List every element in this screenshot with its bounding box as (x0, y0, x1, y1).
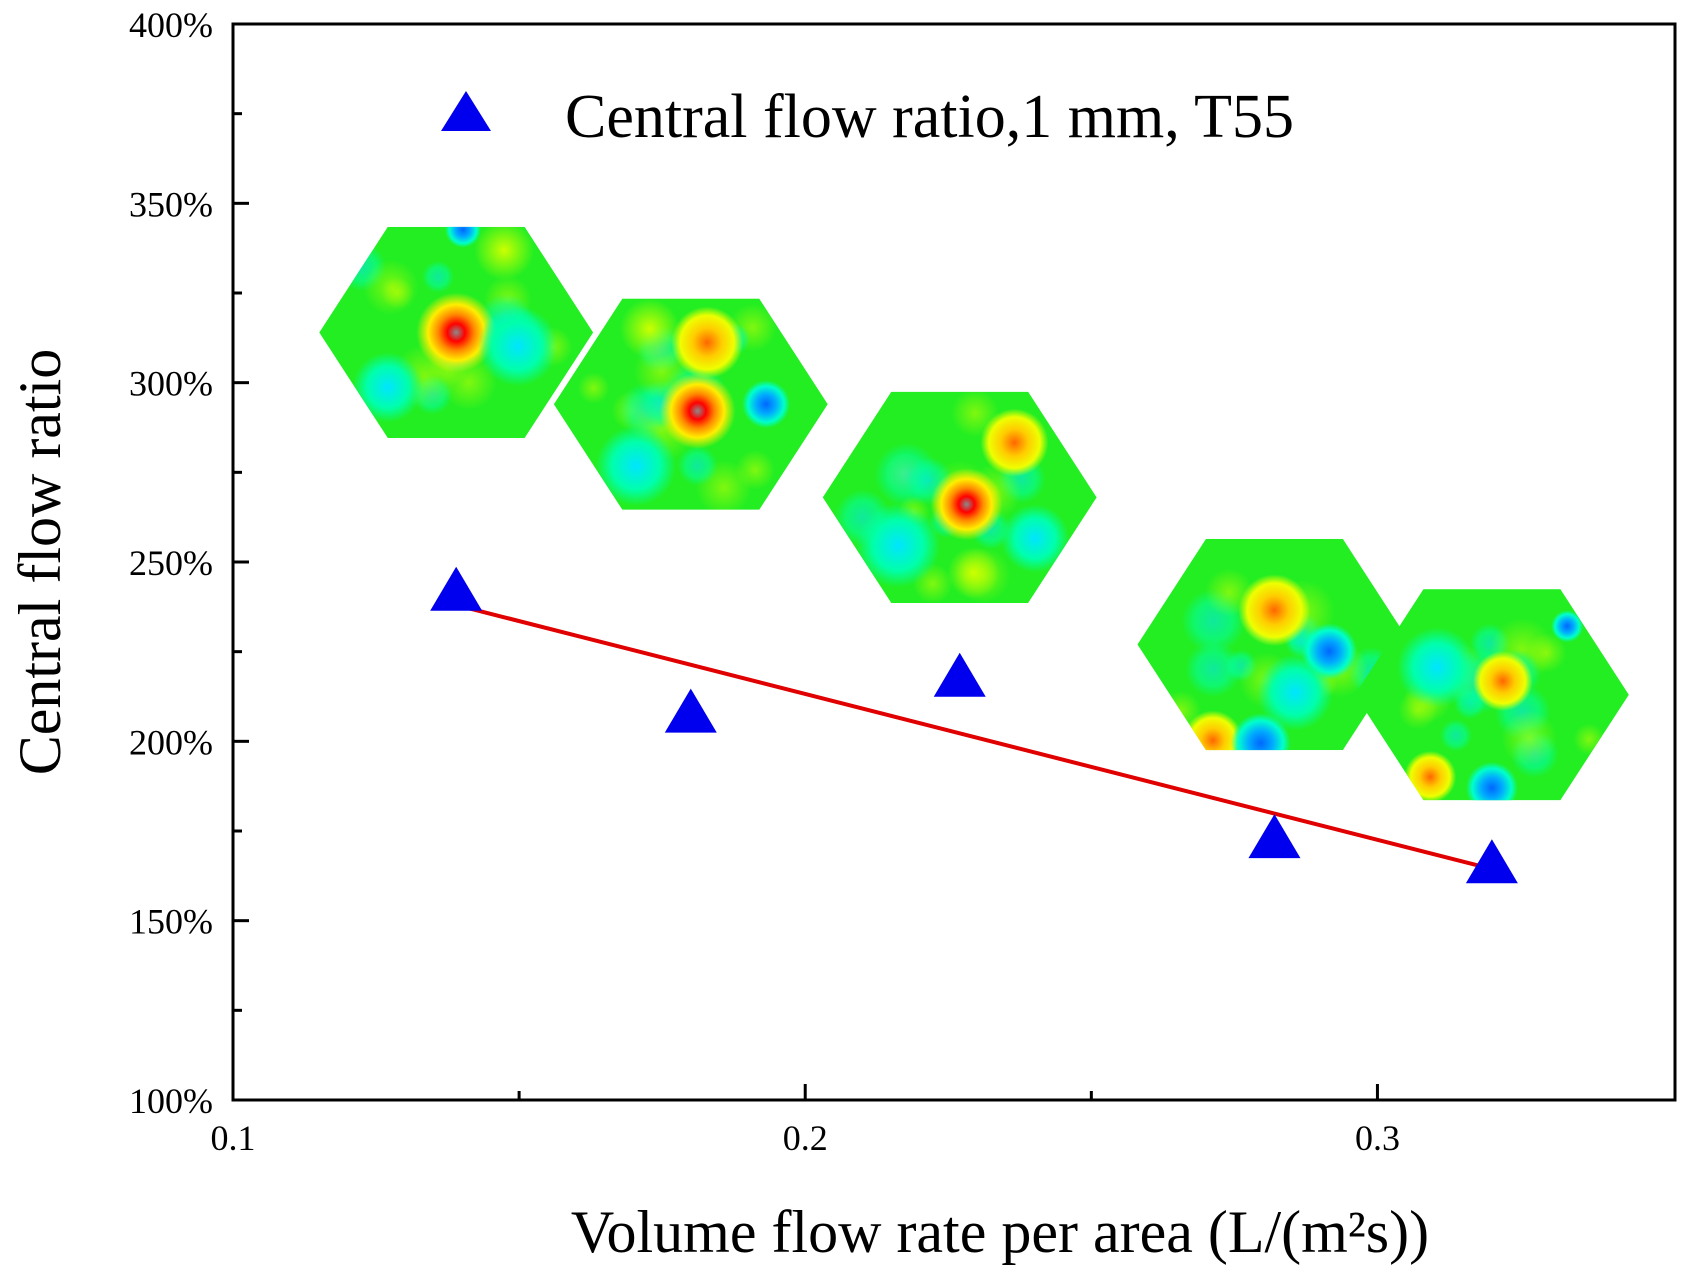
y-tick-label: 300% (129, 364, 213, 404)
contour-spot (1238, 574, 1311, 647)
data-point-triangle (933, 652, 986, 697)
contour-insets (319, 226, 1629, 801)
x-tick-label: 0.1 (211, 1118, 256, 1158)
contour-blob (677, 445, 718, 486)
x-tick-label: 0.2 (783, 1118, 828, 1158)
contour-spot (1472, 651, 1533, 711)
contour-spot (856, 503, 941, 588)
contour-spot (659, 373, 736, 449)
contour-spot (474, 226, 535, 281)
contour-inset-5 (1354, 589, 1629, 801)
contour-blob (1501, 710, 1558, 767)
legend: Central flow ratio,1 mm, T55 (441, 83, 1294, 151)
contour-spot (596, 425, 676, 506)
contour-blob (1440, 719, 1472, 752)
x-axis-title: Volume flow rate per area (L/(m²s)) (571, 1199, 1429, 1265)
contour-blob (735, 450, 776, 490)
data-points (430, 566, 1518, 884)
contour-inset-2 (553, 298, 828, 510)
legend-marker-triangle (441, 91, 491, 131)
y-tick-label: 400% (129, 5, 213, 45)
contour-spot (947, 546, 1000, 599)
contour-spot (1404, 750, 1457, 801)
contour-blob (363, 259, 419, 316)
contour-blob (1185, 641, 1242, 698)
fit-line-layer (455, 603, 1499, 873)
y-tick-label: 150% (129, 902, 213, 942)
y-axis-title: Central flow ratio (7, 349, 73, 776)
contour-inset-3 (822, 391, 1097, 603)
contour-spot (477, 306, 558, 387)
contour-spot (619, 298, 680, 359)
fit-line (455, 603, 1499, 873)
contour-spot (742, 380, 791, 429)
data-point-triangle (664, 688, 717, 733)
data-point-triangle (1248, 814, 1301, 859)
contour-spot (416, 292, 497, 373)
y-tick-label: 200% (129, 722, 213, 762)
data-point-triangle (430, 566, 483, 611)
contour-spot (1397, 627, 1478, 708)
contour-spot (1465, 761, 1518, 801)
contour-spot (1230, 713, 1291, 751)
contour-spot (1182, 710, 1243, 751)
x-tick-label: 0.3 (1355, 1118, 1400, 1158)
y-tick-label: 350% (129, 184, 213, 224)
contour-spot (445, 226, 481, 248)
contour-spot (1551, 610, 1584, 643)
contour-blob (577, 372, 610, 404)
contour-spot (980, 408, 1049, 477)
contour-spot (1257, 654, 1333, 731)
y-tick-label: 250% (129, 543, 213, 583)
y-tick-label: 100% (129, 1081, 213, 1121)
contour-spot (1001, 504, 1070, 573)
contour-spot (930, 468, 1003, 541)
contour-blob (422, 260, 455, 293)
contour-spot (671, 306, 744, 379)
legend-label: Central flow ratio,1 mm, T55 (565, 83, 1294, 151)
contour-spot (352, 352, 423, 423)
contour-inset-1 (319, 226, 594, 438)
data-point-triangle (1465, 839, 1518, 884)
axis-ticks: 100% 150% 200% 250% 300% 350% 400% 0.1 0.2 0.3 (129, 5, 1400, 1158)
contour-inset-4 (1137, 538, 1412, 751)
contour-blob (1573, 723, 1606, 756)
